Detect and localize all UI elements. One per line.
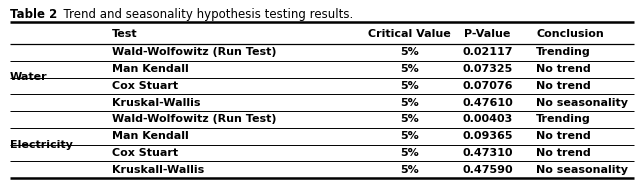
Text: 5%: 5%: [400, 98, 419, 108]
Text: No seasonality: No seasonality: [536, 98, 628, 108]
Text: 0.02117: 0.02117: [463, 47, 513, 57]
Text: 0.07076: 0.07076: [463, 81, 513, 91]
Text: No seasonality: No seasonality: [536, 165, 628, 175]
Text: Wald-Wolfowitz (Run Test): Wald-Wolfowitz (Run Test): [112, 47, 276, 57]
Text: Test: Test: [112, 29, 138, 39]
Text: 0.47310: 0.47310: [463, 148, 513, 158]
Text: Man Kendall: Man Kendall: [112, 131, 189, 141]
Text: Wald-Wolfowitz (Run Test): Wald-Wolfowitz (Run Test): [112, 114, 276, 124]
Text: Cox Stuart: Cox Stuart: [112, 81, 178, 91]
Text: 5%: 5%: [400, 165, 419, 175]
Text: P-Value: P-Value: [465, 29, 511, 39]
Text: Trending: Trending: [536, 114, 591, 124]
Text: Electricity: Electricity: [10, 139, 72, 149]
Text: Trending: Trending: [536, 47, 591, 57]
Text: Conclusion: Conclusion: [536, 29, 604, 39]
Text: Kruskal-Wallis: Kruskal-Wallis: [112, 98, 200, 108]
Text: No trend: No trend: [536, 81, 591, 91]
Text: Trend and seasonality hypothesis testing results.: Trend and seasonality hypothesis testing…: [56, 8, 353, 21]
Text: 0.09365: 0.09365: [463, 131, 513, 141]
Text: 0.47590: 0.47590: [462, 165, 513, 175]
Text: Critical Value: Critical Value: [368, 29, 451, 39]
Text: 5%: 5%: [400, 81, 419, 91]
Text: Man Kendall: Man Kendall: [112, 64, 189, 74]
Text: No trend: No trend: [536, 64, 591, 74]
Text: Cox Stuart: Cox Stuart: [112, 148, 178, 158]
Text: 5%: 5%: [400, 148, 419, 158]
Text: Table 2: Table 2: [10, 8, 57, 21]
Text: No trend: No trend: [536, 131, 591, 141]
Text: 0.47610: 0.47610: [462, 98, 513, 108]
Text: 0.07325: 0.07325: [463, 64, 513, 74]
Text: Water: Water: [10, 72, 47, 82]
Text: Kruskall-Wallis: Kruskall-Wallis: [112, 165, 204, 175]
Text: 0.00403: 0.00403: [463, 114, 513, 124]
Text: 5%: 5%: [400, 114, 419, 124]
Text: 5%: 5%: [400, 64, 419, 74]
Text: 5%: 5%: [400, 47, 419, 57]
Text: 5%: 5%: [400, 131, 419, 141]
Text: No trend: No trend: [536, 148, 591, 158]
